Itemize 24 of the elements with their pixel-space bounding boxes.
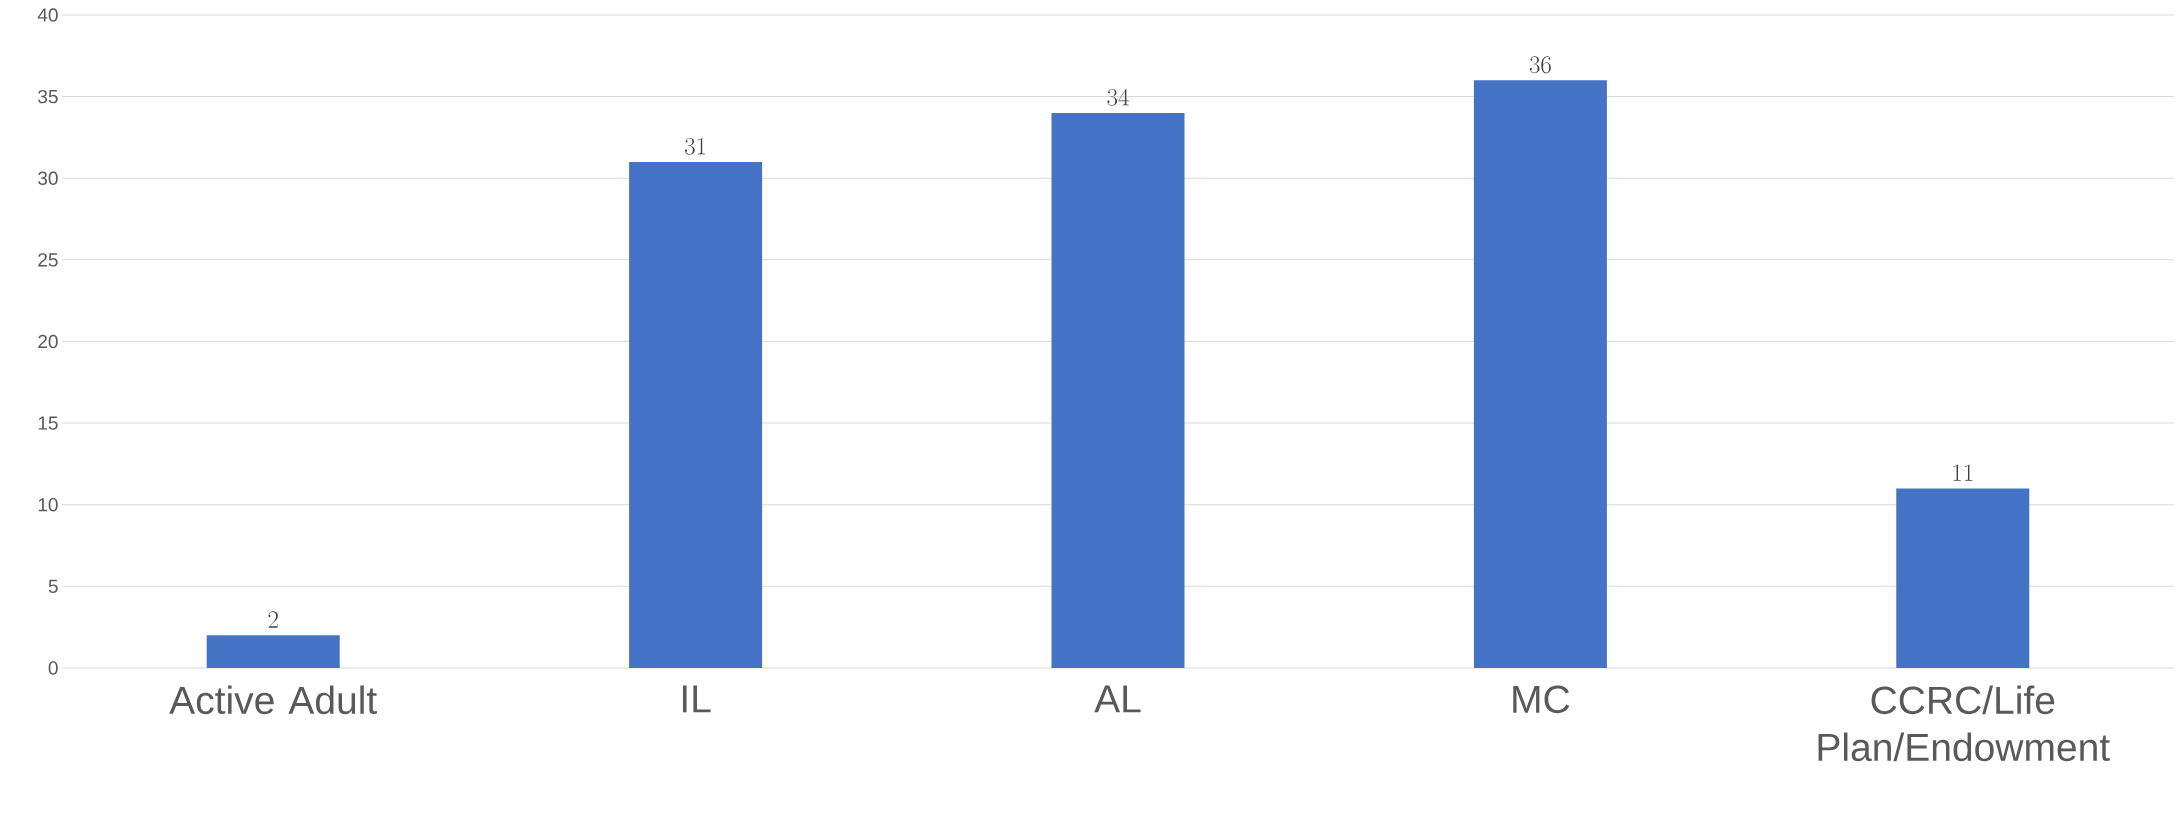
y-tick-label: 20 <box>38 334 58 349</box>
bar <box>1473 80 1607 668</box>
x-tick-label: AL <box>1094 685 1141 713</box>
bar <box>206 635 340 668</box>
y-tick-label: 25 <box>38 253 58 267</box>
y-tick-label: 0 <box>48 661 58 675</box>
x-tick-label: CCRC/Life Plan/Endowment <box>1818 685 2110 762</box>
x-tick-label: Active Adult <box>169 685 377 715</box>
y-tick-label: 40 <box>37 8 58 22</box>
data-label: 2 <box>268 611 278 628</box>
y-tick-label: 15 <box>38 416 58 430</box>
y-tick-label: 5 <box>48 579 58 593</box>
x-tick-label: IL <box>682 685 711 713</box>
y-tick-label: 10 <box>38 498 58 512</box>
data-label: 11 <box>1953 464 1973 481</box>
bar <box>629 161 763 668</box>
data-label: 36 <box>1529 56 1551 74</box>
data-label: 34 <box>1107 88 1129 106</box>
x-tick-label: MC <box>1513 685 1570 714</box>
bar <box>1051 112 1185 668</box>
y-tick-label: 30 <box>38 171 58 185</box>
data-label: 31 <box>685 137 706 155</box>
y-tick-label: 35 <box>38 89 58 104</box>
bar <box>1896 488 2030 668</box>
